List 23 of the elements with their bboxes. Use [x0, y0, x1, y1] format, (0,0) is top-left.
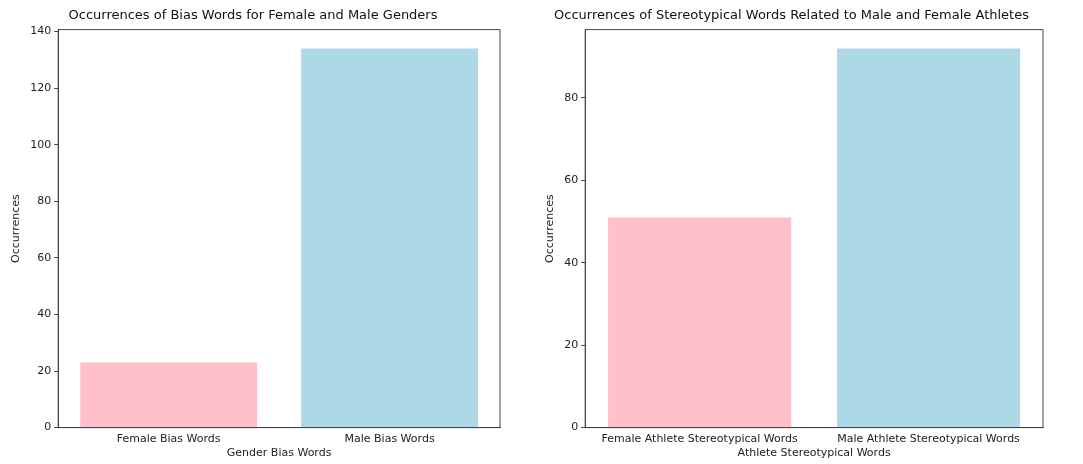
- y-tick-label: 80: [564, 90, 579, 104]
- y-tick-label: 20: [37, 363, 52, 377]
- y-tick-label: 60: [564, 173, 579, 187]
- x-axis-title: Gender Bias Words: [226, 446, 332, 460]
- x-tick-label: Male Bias Words: [344, 432, 435, 446]
- y-tick-label: 0: [44, 420, 52, 434]
- y-tick-label: 20: [564, 338, 579, 352]
- y-tick-label: 40: [37, 307, 52, 321]
- x-tick-label: Female Athlete Stereotypical Words: [601, 432, 799, 446]
- y-tick-label: 140: [30, 24, 52, 38]
- chart-title: Occurrences of Stereotypical Words Related to Male and Female Athletes: [554, 7, 1030, 23]
- y-tick-label: 0: [571, 420, 579, 434]
- y-axis-title: Occurrences: [543, 194, 557, 263]
- chart-title: Occurrences of Bias Words for Female and Male Genders: [68, 7, 438, 23]
- y-axis-title: Occurrences: [9, 194, 23, 263]
- y-tick-label: 40: [564, 255, 579, 269]
- y-tick-label: 80: [37, 194, 52, 208]
- y-tick-label: 100: [30, 137, 52, 151]
- y-tick-label: 60: [37, 250, 52, 264]
- x-tick-label: Male Athlete Stereotypical Words: [837, 432, 1021, 446]
- x-axis-title: Athlete Stereotypical Words: [737, 446, 891, 460]
- x-tick-label: Female Bias Words: [116, 432, 221, 446]
- y-tick-label: 120: [30, 81, 52, 95]
